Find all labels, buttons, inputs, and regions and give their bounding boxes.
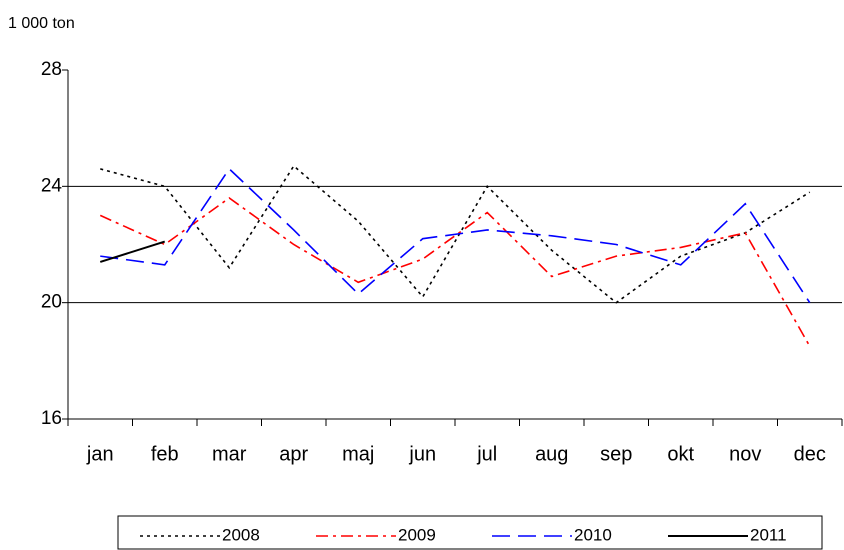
series-line [100, 167, 811, 304]
x-tick-label: aug [535, 443, 568, 465]
x-tick-label: maj [342, 443, 374, 465]
y-tick-label: 24 [41, 175, 63, 196]
series-line [100, 164, 811, 304]
x-tick-label: okt [667, 443, 694, 465]
x-tick-label: nov [729, 443, 761, 465]
x-tick-label: sep [600, 443, 632, 465]
x-tick-label: apr [279, 443, 308, 465]
y-tick-label: 20 [41, 292, 62, 313]
x-tick-label: dec [794, 443, 826, 465]
x-tick-label: jul [476, 443, 497, 465]
legend-label: 2008 [222, 525, 260, 544]
legend-label: 2009 [398, 525, 436, 544]
y-axis-label: 1 000 ton [8, 15, 75, 32]
x-tick-label: mar [212, 443, 247, 465]
x-tick-label: feb [151, 443, 179, 465]
series-line [99, 196, 811, 347]
legend-label: 2010 [574, 525, 612, 544]
series-line [99, 240, 166, 263]
y-tick-label: 28 [41, 59, 62, 80]
legend-label: 2011 [750, 525, 787, 544]
x-tick-label: jun [408, 443, 436, 465]
y-tick-label: 16 [41, 408, 62, 429]
legend-box [117, 515, 823, 550]
x-tick-label: jan [86, 443, 114, 465]
